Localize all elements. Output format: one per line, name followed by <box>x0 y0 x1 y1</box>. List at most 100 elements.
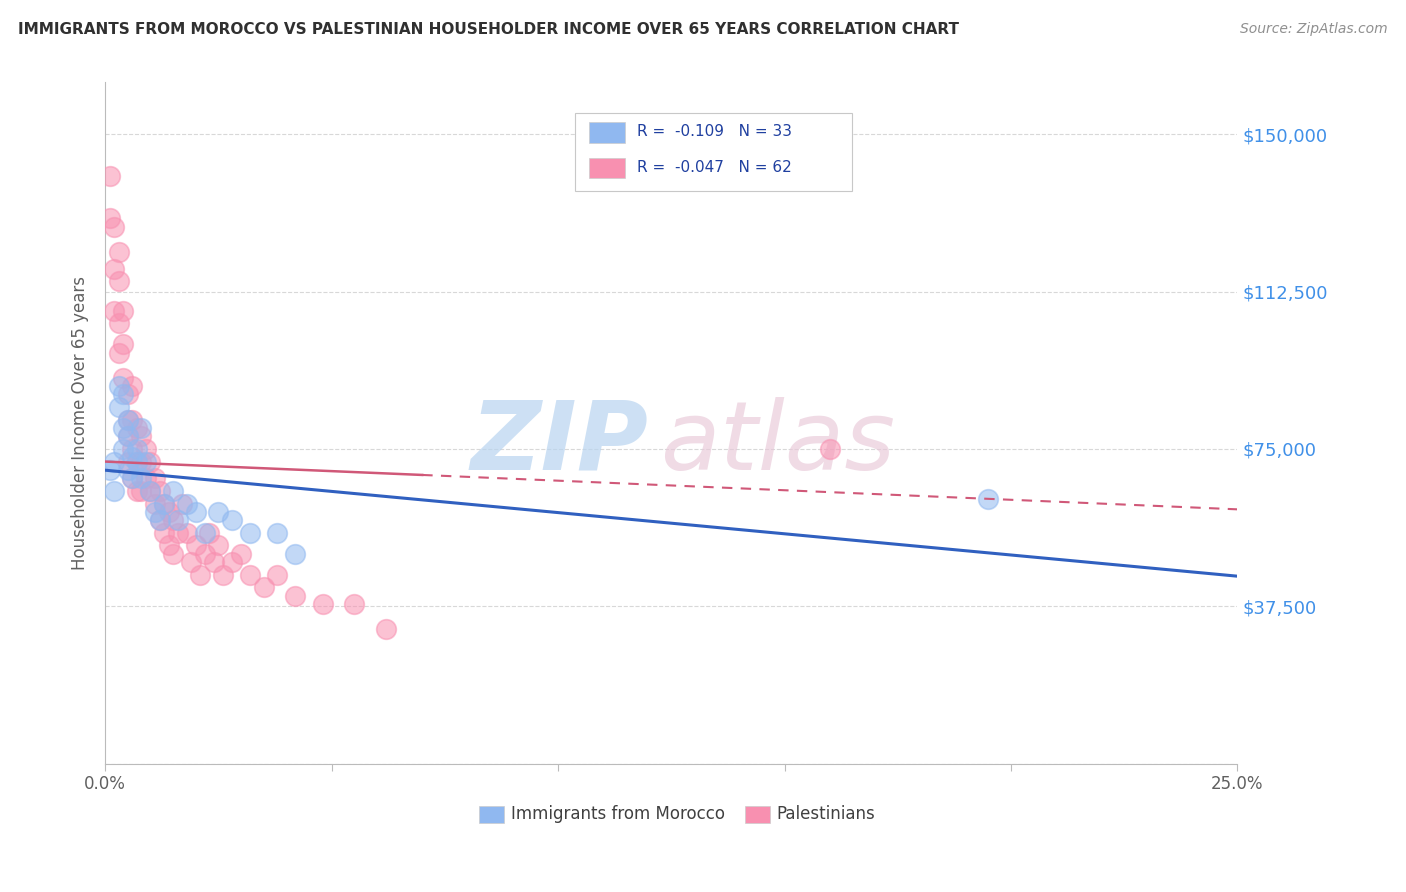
Point <box>212 567 235 582</box>
Point <box>207 539 229 553</box>
Point <box>221 555 243 569</box>
Point <box>139 454 162 468</box>
Point <box>162 547 184 561</box>
Text: ZIP: ZIP <box>471 397 648 490</box>
Point <box>143 497 166 511</box>
Point <box>143 471 166 485</box>
Point <box>229 547 252 561</box>
Point <box>98 211 121 226</box>
Point <box>153 497 176 511</box>
Point <box>176 525 198 540</box>
Point <box>112 387 135 401</box>
Point <box>139 483 162 498</box>
Point <box>112 421 135 435</box>
Point <box>162 483 184 498</box>
Point <box>103 483 125 498</box>
Point <box>103 454 125 468</box>
Point <box>131 429 153 443</box>
Point <box>198 525 221 540</box>
Point <box>153 525 176 540</box>
Point <box>103 303 125 318</box>
Point <box>125 421 148 435</box>
Point <box>135 471 157 485</box>
Point <box>184 505 207 519</box>
Point <box>375 623 398 637</box>
Point <box>107 244 129 259</box>
Point <box>121 471 143 485</box>
Bar <box>589 122 624 143</box>
Bar <box>745 806 770 823</box>
Point <box>166 513 188 527</box>
Point <box>202 555 225 569</box>
Point <box>98 463 121 477</box>
Point <box>117 412 139 426</box>
Y-axis label: Householder Income Over 65 years: Householder Income Over 65 years <box>72 276 89 570</box>
Point <box>117 387 139 401</box>
Point <box>135 454 157 468</box>
Text: R =  -0.109   N = 33: R = -0.109 N = 33 <box>637 124 793 139</box>
Point <box>131 471 153 485</box>
Point <box>818 442 841 456</box>
Point <box>143 505 166 519</box>
Point <box>153 497 176 511</box>
Text: Immigrants from Morocco: Immigrants from Morocco <box>510 805 724 823</box>
Point <box>112 337 135 351</box>
Point <box>98 169 121 184</box>
Point <box>194 525 217 540</box>
Point <box>121 379 143 393</box>
Point <box>266 525 288 540</box>
Point <box>107 274 129 288</box>
Point <box>148 483 170 498</box>
Point <box>131 483 153 498</box>
Point <box>162 513 184 527</box>
Point <box>107 400 129 414</box>
Point <box>148 513 170 527</box>
Point <box>239 525 262 540</box>
Point <box>184 539 207 553</box>
Point <box>284 589 307 603</box>
Point <box>103 219 125 234</box>
Text: IMMIGRANTS FROM MOROCCO VS PALESTINIAN HOUSEHOLDER INCOME OVER 65 YEARS CORRELAT: IMMIGRANTS FROM MOROCCO VS PALESTINIAN H… <box>18 22 959 37</box>
Point <box>284 547 307 561</box>
Point <box>103 261 125 276</box>
Point <box>131 421 153 435</box>
Point <box>125 454 148 468</box>
Point <box>266 567 288 582</box>
Point <box>221 513 243 527</box>
Bar <box>479 806 503 823</box>
Point <box>172 497 194 511</box>
Text: R =  -0.047   N = 62: R = -0.047 N = 62 <box>637 160 792 175</box>
Point <box>112 442 135 456</box>
Point <box>148 513 170 527</box>
Point <box>117 454 139 468</box>
Text: Source: ZipAtlas.com: Source: ZipAtlas.com <box>1240 22 1388 37</box>
Point <box>121 450 143 465</box>
Point <box>107 345 129 359</box>
Point <box>239 567 262 582</box>
Point <box>131 454 153 468</box>
Point <box>112 370 135 384</box>
Point <box>343 597 366 611</box>
Point <box>121 471 143 485</box>
Point <box>125 454 148 468</box>
Bar <box>589 158 624 178</box>
Point <box>180 555 202 569</box>
Point <box>125 442 148 456</box>
Point <box>117 412 139 426</box>
Point <box>117 429 139 443</box>
Point <box>977 492 1000 507</box>
Point <box>139 483 162 498</box>
Point <box>135 442 157 456</box>
Text: Palestinians: Palestinians <box>776 805 876 823</box>
Point <box>166 525 188 540</box>
Bar <box>575 112 852 191</box>
Point <box>125 483 148 498</box>
Point <box>121 412 143 426</box>
Point <box>107 316 129 330</box>
Point <box>117 429 139 443</box>
Point <box>311 597 333 611</box>
Point <box>157 539 180 553</box>
Point <box>112 303 135 318</box>
Point <box>176 497 198 511</box>
Point <box>157 505 180 519</box>
